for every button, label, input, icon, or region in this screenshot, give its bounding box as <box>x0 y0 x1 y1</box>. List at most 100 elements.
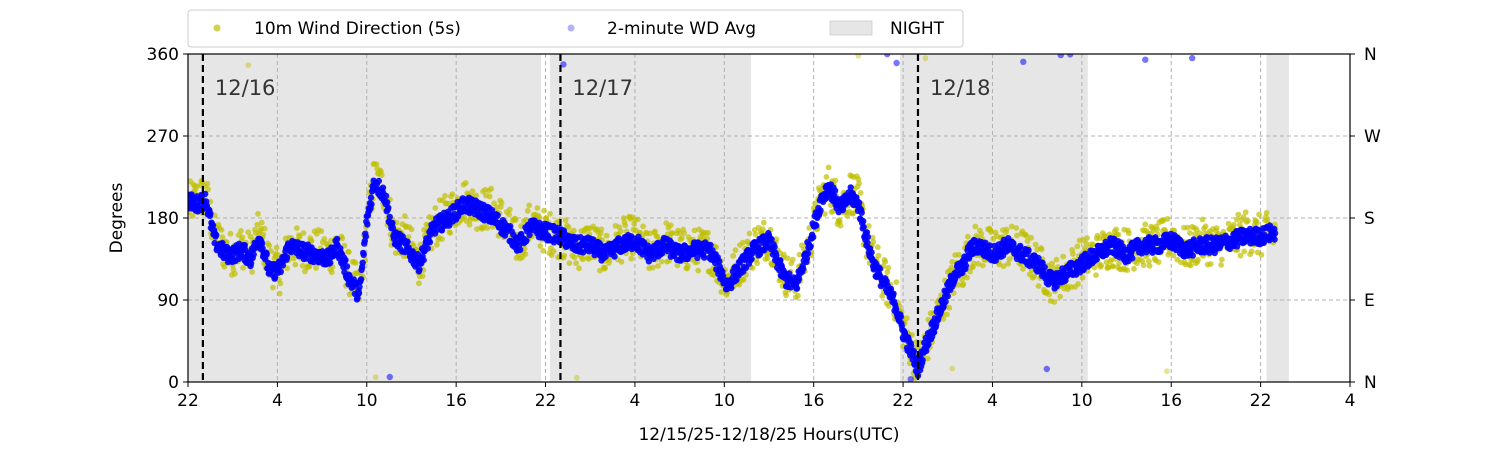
legend-label-10m: 10m Wind Direction (5s) <box>254 19 461 39</box>
data-point <box>777 257 784 264</box>
data-point <box>796 251 803 258</box>
data-point <box>617 228 624 235</box>
data-point <box>1083 240 1090 247</box>
y-tick-label: 270 <box>147 127 179 147</box>
data-point <box>1057 293 1064 300</box>
data-point <box>486 193 493 200</box>
data-point <box>355 289 363 297</box>
data-point <box>885 264 892 271</box>
legend-swatch-night <box>829 20 873 36</box>
data-point <box>707 241 714 249</box>
data-point <box>447 229 454 236</box>
data-point <box>1187 230 1193 236</box>
data-point <box>650 255 657 262</box>
data-point <box>218 227 225 233</box>
data-point <box>442 192 448 199</box>
data-point <box>1225 220 1232 227</box>
data-point <box>1084 235 1090 241</box>
data-point <box>352 260 359 266</box>
data-point <box>473 192 480 199</box>
x-tick-label: 22 <box>177 391 199 411</box>
data-point <box>695 267 702 274</box>
x-tick-label: 16 <box>803 391 825 411</box>
data-point <box>1146 262 1153 269</box>
data-point <box>1230 221 1237 228</box>
data-point <box>1093 272 1099 278</box>
data-point <box>1005 260 1011 267</box>
data-point <box>860 217 867 225</box>
day-markers: 12/16 12/17 12/18 <box>201 54 991 382</box>
data-point <box>856 180 862 187</box>
legend-label-night: NIGHT <box>890 19 945 39</box>
data-point <box>189 213 196 219</box>
data-point <box>823 174 830 180</box>
data-point <box>960 281 967 287</box>
data-point <box>283 254 291 261</box>
data-point <box>1235 211 1242 218</box>
data-point <box>372 374 379 381</box>
data-point <box>760 226 766 233</box>
x-tick-label: 10 <box>1071 391 1093 411</box>
data-point <box>784 255 791 262</box>
data-point <box>1155 259 1162 265</box>
data-point <box>964 274 970 281</box>
data-point <box>276 290 283 297</box>
data-point <box>822 211 828 217</box>
data-point <box>266 242 273 249</box>
night-shading <box>188 54 1289 382</box>
data-point <box>547 210 553 217</box>
data-point <box>1003 226 1010 233</box>
data-point <box>299 262 306 269</box>
data-point <box>449 191 456 198</box>
data-point <box>701 254 708 261</box>
data-point <box>254 221 261 228</box>
data-point <box>300 230 307 236</box>
x-tick-label: 4 <box>987 391 998 411</box>
data-point <box>250 251 257 258</box>
data-point <box>219 234 226 241</box>
data-point <box>893 59 900 67</box>
data-point <box>858 209 865 216</box>
y-tick-label: 0 <box>168 373 179 393</box>
data-point <box>910 348 917 355</box>
data-point <box>1017 242 1024 250</box>
data-point <box>565 224 572 231</box>
data-point <box>367 194 375 201</box>
data-point <box>375 177 382 185</box>
data-point <box>379 184 387 191</box>
data-point <box>526 202 533 209</box>
data-point <box>924 355 931 362</box>
data-point <box>1196 230 1203 237</box>
data-point <box>1125 230 1132 237</box>
data-point <box>1051 299 1058 305</box>
data-point <box>227 230 234 237</box>
data-point <box>655 263 661 269</box>
data-point <box>635 216 641 223</box>
data-point <box>1060 253 1067 260</box>
data-point <box>674 262 681 269</box>
data-point <box>789 256 796 263</box>
data-point <box>382 192 390 200</box>
data-point <box>433 241 440 248</box>
data-point <box>884 269 891 275</box>
data-point <box>1090 241 1096 248</box>
x-tick-label: 22 <box>1250 391 1272 411</box>
data-point <box>890 290 897 297</box>
data-point <box>875 252 882 259</box>
data-point <box>506 211 512 218</box>
data-point <box>296 233 303 240</box>
x-tick-label: 22 <box>892 391 914 411</box>
data-point <box>373 161 380 168</box>
data-point <box>404 238 411 245</box>
data-point <box>886 303 892 309</box>
data-point <box>494 212 501 219</box>
data-point <box>1245 218 1251 224</box>
data-point <box>864 239 871 246</box>
data-point <box>986 242 994 249</box>
data-point <box>716 258 723 265</box>
data-point <box>870 238 877 245</box>
data-point <box>1079 274 1086 281</box>
data-point <box>579 256 586 263</box>
data-point <box>1008 223 1015 230</box>
